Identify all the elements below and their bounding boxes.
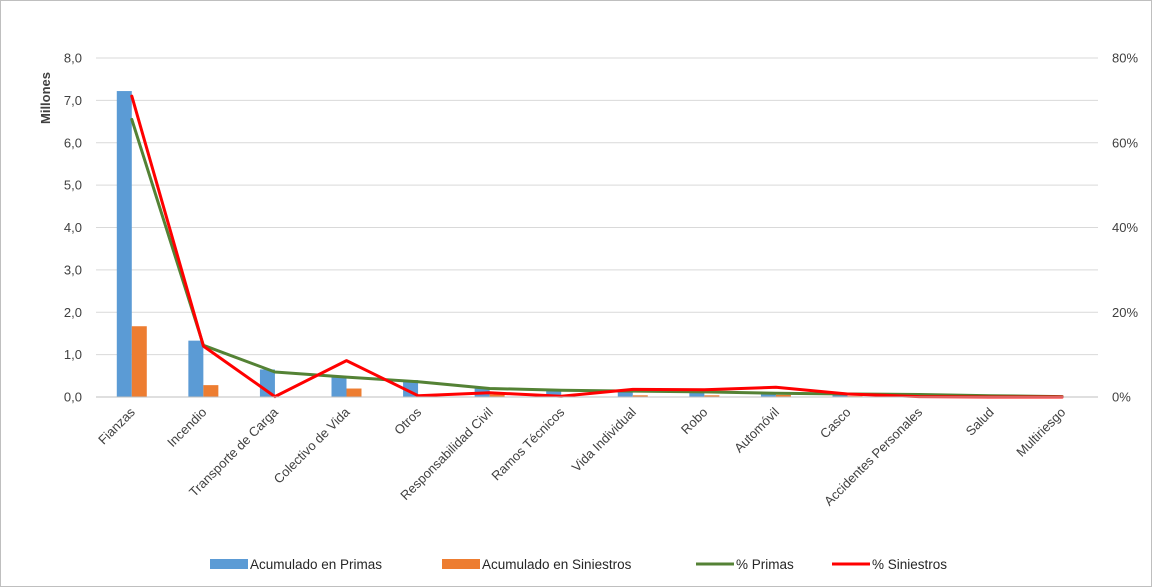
bar-primas — [546, 389, 562, 397]
y2-tick-label: 80% — [1112, 51, 1138, 66]
bar-siniestros — [131, 326, 147, 397]
y2-tick-label: 60% — [1112, 135, 1138, 150]
legend-swatch — [210, 559, 248, 569]
lines-group — [130, 94, 1064, 399]
category-label: Colectivo de Vida — [271, 404, 354, 487]
legend-label: Acumulado en Siniestros — [482, 557, 632, 572]
y-tick-label: 3,0 — [64, 262, 82, 277]
y-tick-label: 0,0 — [64, 390, 82, 405]
axes-group: 0,0 1,0 2,0 3,0 4,0 5,0 6,0 7,0 8,0 0% 20% 40% 60% 80… — [64, 51, 1139, 509]
bar-siniestros — [489, 394, 505, 397]
y-axis-label: Millones — [38, 72, 53, 124]
y2-tick-label: 20% — [1112, 305, 1138, 320]
bar-primas — [617, 390, 633, 397]
category-label: Robo — [678, 405, 711, 438]
bar-siniestros — [775, 394, 791, 397]
y-tick-label: 1,0 — [64, 347, 82, 362]
category-label: Multiriesgo — [1013, 405, 1068, 460]
y-tick-label: 4,0 — [64, 220, 82, 235]
bar-siniestros — [203, 385, 219, 397]
y2-tick-label: 40% — [1112, 220, 1138, 235]
legend-label: % Siniestros — [872, 557, 947, 572]
bar-siniestros — [704, 395, 720, 397]
bar-primas — [116, 91, 132, 398]
line-primas — [130, 117, 1064, 399]
bar-primas — [689, 391, 705, 397]
bar-primas — [188, 340, 204, 397]
y-tick-label: 8,0 — [64, 51, 82, 66]
bar-primas — [331, 376, 347, 397]
y2-tick-label: 0% — [1112, 390, 1131, 405]
bars-group — [116, 91, 1063, 398]
category-label: Otros — [391, 404, 424, 437]
category-label: Automóvil — [731, 404, 782, 455]
bar-siniestros — [632, 395, 648, 397]
category-label: Vida Individual — [569, 404, 639, 474]
category-label: Casco — [817, 405, 854, 442]
category-label: Fianzas — [95, 404, 138, 447]
legend-label: Acumulado en Primas — [250, 557, 382, 572]
category-label: Incendio — [164, 405, 209, 450]
line-siniestros — [130, 94, 1064, 399]
bar-primas — [760, 392, 776, 397]
gridlines — [96, 57, 1098, 356]
legend: Acumulado en Primas Acumulado en Siniestr… — [210, 557, 947, 572]
y-tick-label: 6,0 — [64, 135, 82, 150]
category-label: Ramos Técnicos — [488, 404, 567, 483]
y-tick-label: 2,0 — [64, 305, 82, 320]
category-label: Salud — [963, 405, 997, 439]
legend-label: % Primas — [736, 557, 794, 572]
bar-siniestros — [346, 388, 362, 397]
y-tick-label: 5,0 — [64, 178, 82, 193]
legend-swatch — [442, 559, 480, 569]
y-tick-label: 7,0 — [64, 93, 82, 108]
